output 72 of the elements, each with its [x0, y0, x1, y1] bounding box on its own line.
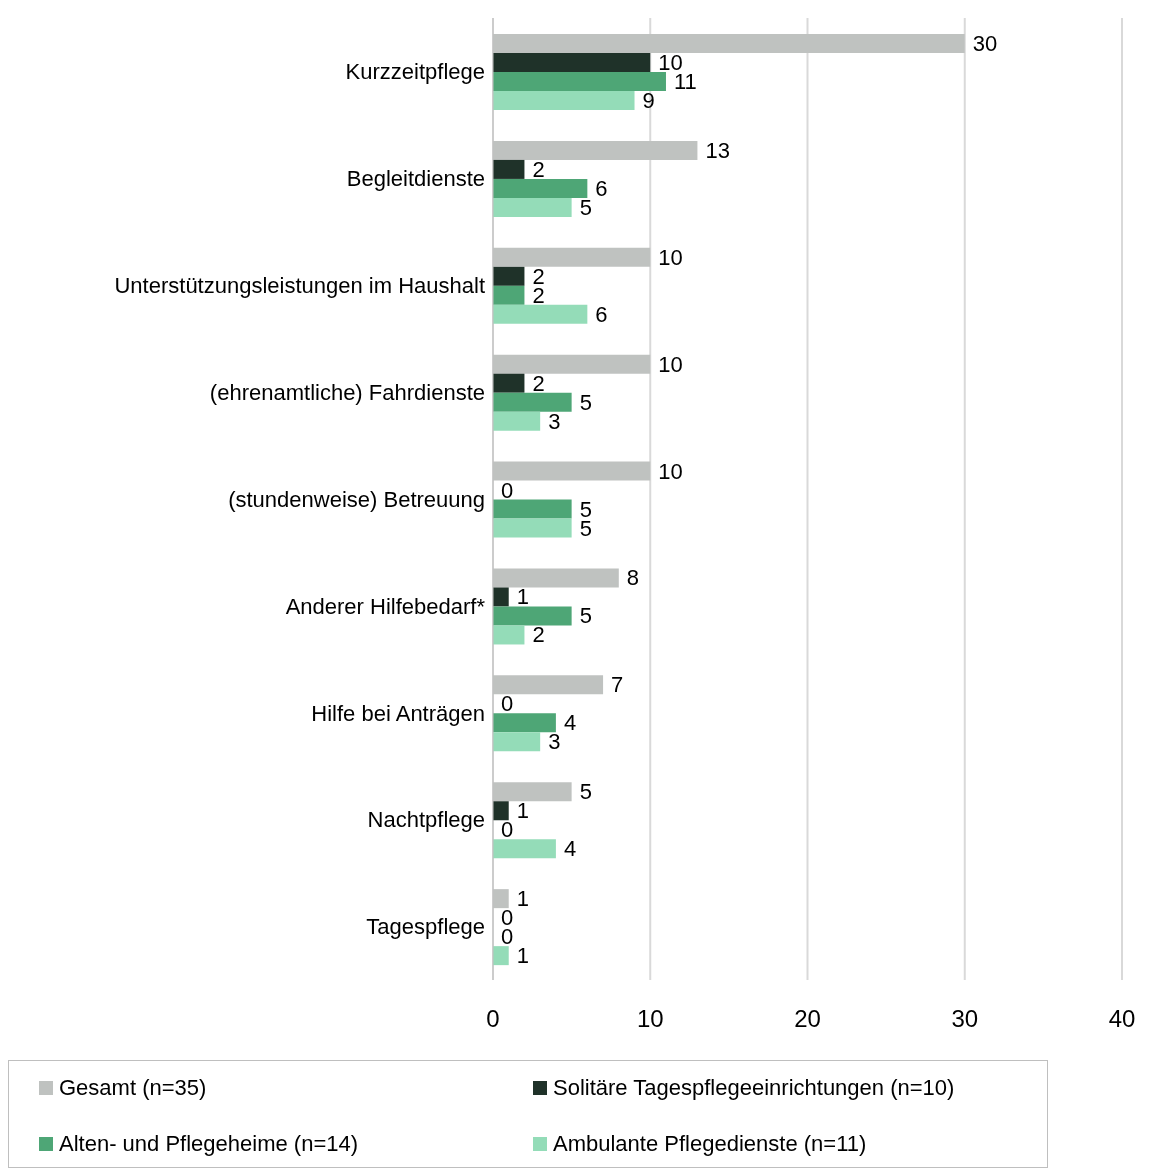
data-label: 2 — [532, 263, 545, 289]
data-label: 9 — [642, 88, 655, 114]
bar — [493, 197, 572, 217]
bar — [493, 587, 509, 607]
data-label: 5 — [579, 779, 592, 805]
legend-label: Solitäre Tagespflegeeinrichtungen (n=10) — [553, 1075, 955, 1101]
y-tick-label: Unterstützungsleistungen im Haushalt — [114, 273, 485, 299]
data-label: 0 — [501, 817, 514, 843]
bar — [493, 713, 556, 733]
bar — [493, 518, 572, 538]
data-label: 1 — [516, 886, 529, 912]
data-label: 6 — [595, 301, 608, 327]
data-label: 3 — [548, 729, 561, 755]
x-tick-label: 40 — [1108, 1005, 1136, 1033]
data-label: 8 — [626, 565, 640, 591]
y-tick-label: (stundenweise) Betreuung — [228, 486, 485, 512]
bar — [493, 373, 525, 393]
bar — [493, 72, 666, 92]
bar — [493, 946, 509, 966]
data-label: 0 — [501, 477, 514, 503]
legend-label: Ambulante Pflegedienste (n=11) — [553, 1131, 867, 1157]
bar — [493, 732, 541, 752]
data-label: 5 — [579, 603, 592, 629]
data-label: 0 — [501, 691, 514, 717]
x-tick-label: 10 — [636, 1005, 664, 1033]
data-label: 6 — [595, 175, 608, 201]
bar — [493, 285, 525, 305]
data-label: 10 — [658, 351, 683, 377]
data-label: 11 — [673, 69, 697, 95]
data-label: 3 — [548, 408, 561, 434]
data-label: 13 — [705, 137, 730, 163]
y-tick-label: Tagespflege — [366, 914, 485, 940]
data-label: 5 — [579, 194, 592, 220]
bar — [493, 411, 541, 431]
data-label: 10 — [658, 244, 683, 270]
x-tick-label: 20 — [794, 1005, 821, 1033]
y-tick-label: Begleitdienste — [346, 166, 485, 192]
x-tick-label: 0 — [486, 1005, 500, 1033]
bar — [493, 801, 509, 821]
data-label: 10 — [658, 458, 683, 484]
bar — [493, 266, 525, 286]
data-label: 2 — [532, 370, 545, 396]
data-label: 5 — [579, 496, 592, 522]
data-label: 4 — [563, 710, 577, 736]
data-label: 2 — [532, 622, 545, 648]
y-tick-label: Nachtpflege — [367, 807, 485, 833]
data-label: 7 — [611, 672, 624, 698]
data-label: 1 — [516, 798, 529, 824]
data-label: 1 — [516, 943, 529, 969]
bar — [493, 499, 572, 519]
legend-label: Gesamt (n=35) — [59, 1075, 207, 1101]
y-tick-label: (ehrenamtliche) Fahrdienste — [209, 379, 485, 405]
data-label: 2 — [532, 156, 545, 182]
bar — [493, 304, 588, 324]
data-label: 1 — [516, 584, 529, 610]
x-tick-label: 30 — [951, 1005, 979, 1033]
bar — [493, 606, 572, 626]
y-tick-label: Kurzzeitpflege — [345, 59, 485, 85]
data-label: 0 — [501, 924, 514, 950]
bar — [493, 625, 525, 645]
bar — [493, 392, 572, 412]
data-label: 30 — [972, 31, 998, 57]
bar — [493, 159, 525, 179]
data-label: 5 — [579, 389, 592, 415]
bar — [493, 53, 651, 73]
bar — [493, 91, 635, 111]
bar — [493, 839, 556, 859]
data-label: 4 — [563, 836, 577, 862]
legend-label: Alten- und Pflegeheime (n=14) — [59, 1131, 359, 1157]
y-tick-label: Hilfe bei Anträgen — [311, 700, 485, 726]
bar — [493, 178, 588, 198]
y-tick-label: Anderer Hilfebedarf* — [285, 593, 486, 619]
